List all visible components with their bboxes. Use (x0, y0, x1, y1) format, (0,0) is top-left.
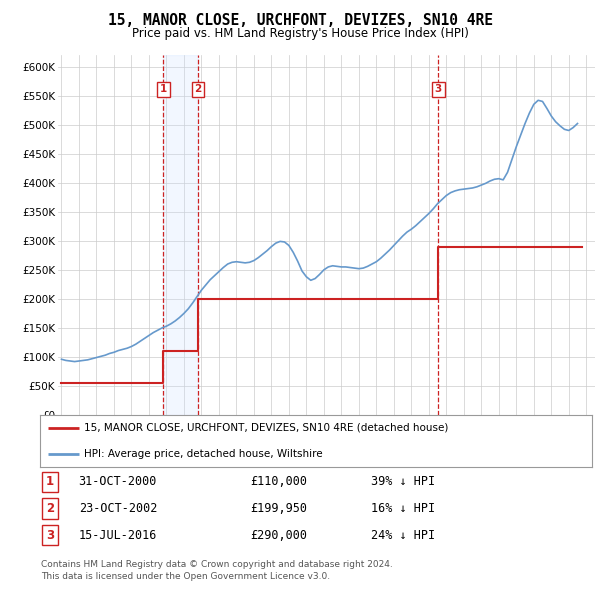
Text: 15, MANOR CLOSE, URCHFONT, DEVIZES, SN10 4RE: 15, MANOR CLOSE, URCHFONT, DEVIZES, SN10… (107, 13, 493, 28)
Text: 23-OCT-2002: 23-OCT-2002 (79, 502, 157, 515)
Text: £199,950: £199,950 (250, 502, 307, 515)
Text: £110,000: £110,000 (250, 476, 307, 489)
Text: 16% ↓ HPI: 16% ↓ HPI (371, 502, 436, 515)
Text: 15-JUL-2016: 15-JUL-2016 (79, 529, 157, 542)
Text: 15, MANOR CLOSE, URCHFONT, DEVIZES, SN10 4RE (detached house): 15, MANOR CLOSE, URCHFONT, DEVIZES, SN10… (84, 423, 449, 433)
Text: 2: 2 (194, 84, 202, 94)
Text: 2: 2 (46, 502, 54, 515)
Text: £290,000: £290,000 (250, 529, 307, 542)
Text: Contains HM Land Registry data © Crown copyright and database right 2024.: Contains HM Land Registry data © Crown c… (41, 560, 392, 569)
Text: 31-OCT-2000: 31-OCT-2000 (79, 476, 157, 489)
Text: 3: 3 (46, 529, 54, 542)
Text: HPI: Average price, detached house, Wiltshire: HPI: Average price, detached house, Wilt… (84, 449, 323, 459)
Text: Price paid vs. HM Land Registry's House Price Index (HPI): Price paid vs. HM Land Registry's House … (131, 27, 469, 40)
Text: 1: 1 (46, 476, 54, 489)
Text: This data is licensed under the Open Government Licence v3.0.: This data is licensed under the Open Gov… (41, 572, 330, 581)
Text: 24% ↓ HPI: 24% ↓ HPI (371, 529, 436, 542)
Text: 3: 3 (434, 84, 442, 94)
Text: 1: 1 (160, 84, 167, 94)
Text: 39% ↓ HPI: 39% ↓ HPI (371, 476, 436, 489)
Bar (163, 55, 198, 415)
